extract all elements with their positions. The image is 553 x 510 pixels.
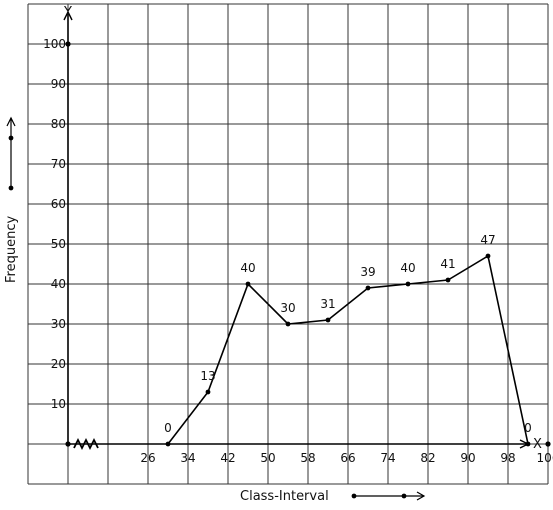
data-label: 40 (400, 261, 415, 275)
x-axis-title-arrow (351, 491, 426, 501)
data-label: 47 (480, 233, 495, 247)
y-tick-label: 50 (51, 237, 66, 251)
x-tick-label: 74 (380, 451, 395, 465)
axes (63, 10, 551, 451)
x-axis-break-zigzag (73, 437, 99, 451)
data-point (485, 253, 491, 259)
series-line (165, 253, 531, 447)
y-tick-label: 70 (51, 157, 66, 171)
grid (27, 3, 549, 485)
data-point (445, 277, 451, 283)
data-label: 31 (320, 297, 335, 311)
y-tick-label: 10 (51, 397, 66, 411)
y-axis-top-point (65, 41, 71, 47)
data-label: 0 (164, 421, 172, 435)
x-tick-label: 106 (537, 451, 553, 465)
x-axis-letter: X (533, 437, 542, 452)
x-tick-label: 50 (260, 451, 275, 465)
data-point (165, 441, 171, 447)
data-point (365, 285, 371, 291)
y-tick-label: 80 (51, 117, 66, 131)
data-label: 0 (524, 421, 532, 435)
data-label: 30 (280, 301, 295, 315)
data-point (285, 321, 291, 327)
data-point (245, 281, 251, 287)
x-tick-label: 66 (340, 451, 355, 465)
tick-labels: 26 34 42 50 58 66 74 82 90 98 106 10 20 30 40 50 60 70 80 9… (43, 37, 553, 465)
data-point (405, 281, 411, 287)
y-tick-label: 90 (51, 77, 66, 91)
y-tick-label: 30 (51, 317, 66, 331)
data-label: 39 (360, 265, 375, 279)
x-tick-label: 26 (140, 451, 155, 465)
x-tick-label: 90 (460, 451, 475, 465)
x-tick-label: 98 (500, 451, 515, 465)
y-axis-title: Frequency (4, 216, 19, 283)
data-point (525, 441, 531, 447)
data-point (205, 389, 211, 395)
x-axis-title: Class-Interval (240, 489, 329, 504)
y-axis-arrow (63, 10, 73, 21)
frequency-polygon-line (167, 254, 529, 445)
y-tick-label: 100 (43, 37, 66, 51)
y-tick-label: 40 (51, 277, 66, 291)
origin-point (65, 441, 71, 447)
data-label: 41 (440, 257, 455, 271)
y-tick-label: 60 (51, 197, 66, 211)
x-axis-end-point (545, 441, 551, 447)
data-point (325, 317, 331, 323)
y-tick-label: 20 (51, 357, 66, 371)
data-labels: 0 13 40 30 31 39 40 41 47 0 (164, 233, 532, 435)
x-tick-label: 82 (420, 451, 435, 465)
data-label: 40 (240, 261, 255, 275)
y-axis-letter: Y (63, 5, 72, 20)
x-tick-label: 58 (300, 451, 315, 465)
x-tick-label: 42 (220, 451, 235, 465)
x-tick-label: 34 (180, 451, 195, 465)
data-label: 13 (200, 369, 215, 383)
y-axis-title-arrow (6, 116, 16, 191)
